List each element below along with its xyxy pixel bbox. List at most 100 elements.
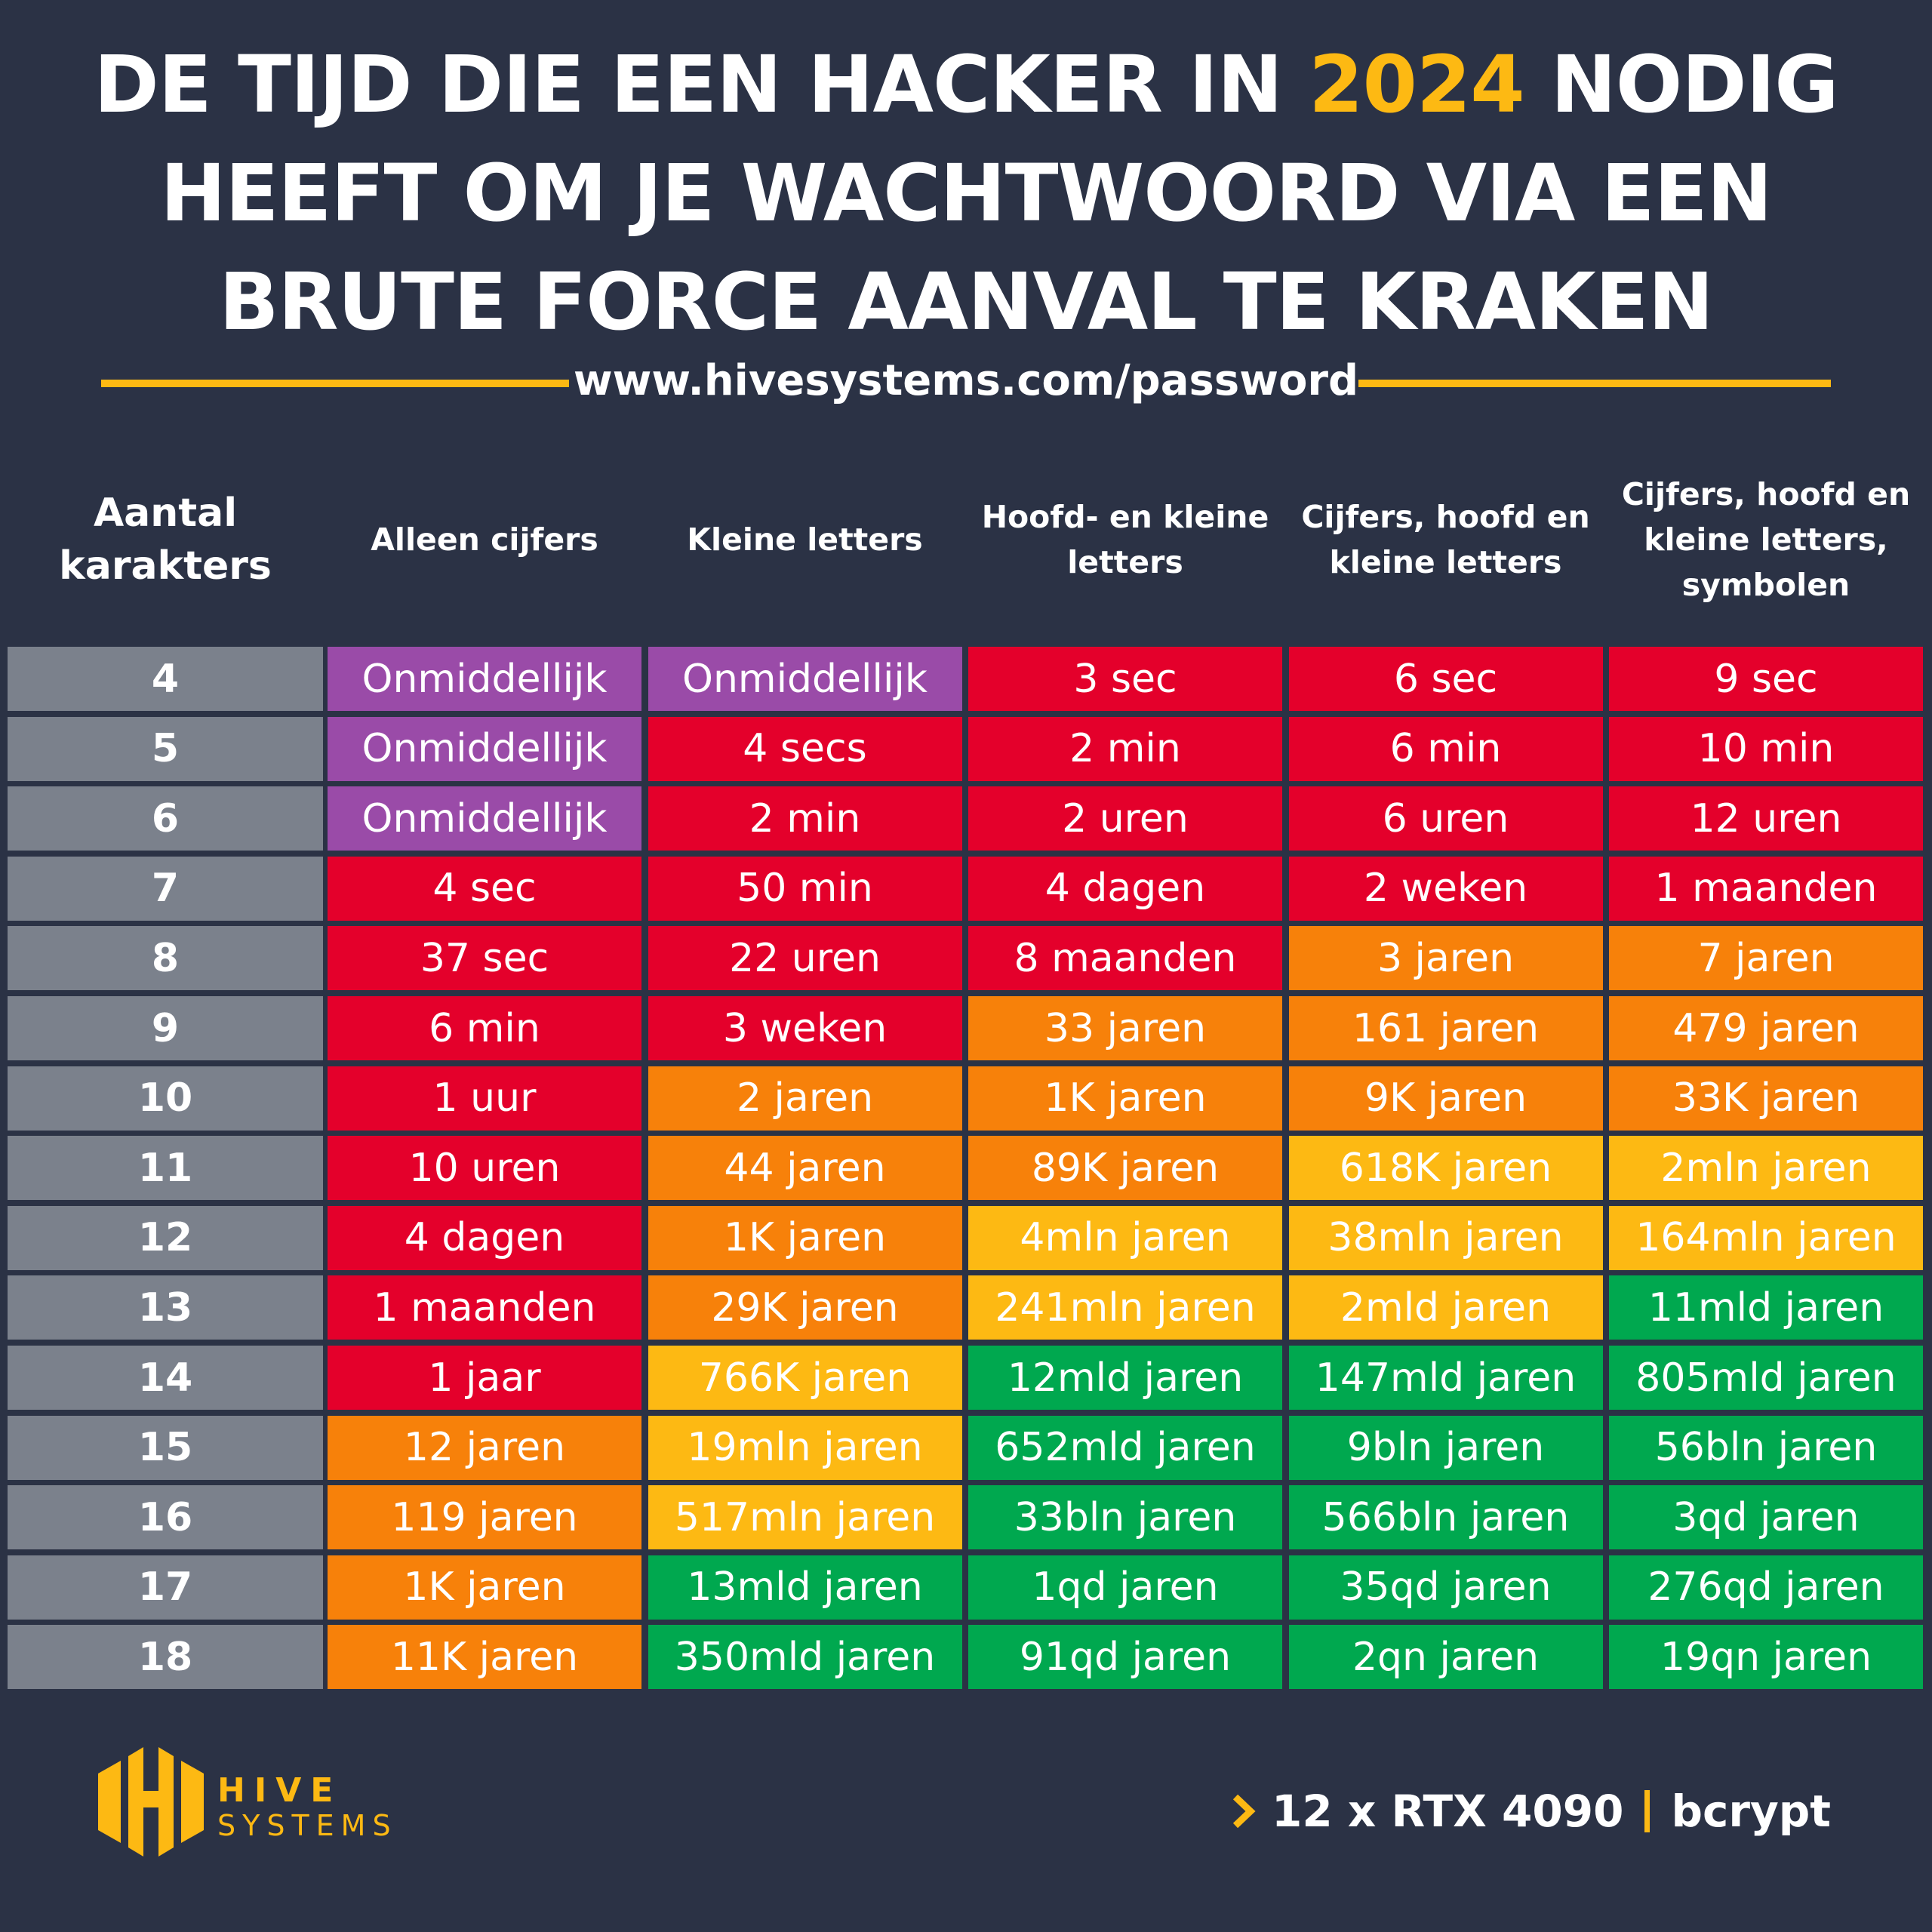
cell: 38mln jaren	[1288, 1205, 1603, 1270]
cell: 6 min	[1288, 716, 1603, 781]
cell: 241mln jaren	[968, 1275, 1282, 1340]
row-label: 14	[8, 1346, 323, 1410]
cell: 566bln jaren	[1288, 1485, 1603, 1550]
row-label: 4	[8, 647, 323, 711]
cell: 9K jaren	[1288, 1066, 1603, 1131]
cell: 1K jaren	[648, 1205, 962, 1270]
cell: Onmiddellijk	[648, 647, 962, 711]
cell: 4 secs	[648, 716, 962, 781]
cell: 1K jaren	[328, 1555, 641, 1620]
rule	[1358, 380, 1831, 387]
cell: 35qd jaren	[1288, 1555, 1603, 1620]
column-header: Alleen cijfers	[371, 521, 598, 558]
cell: 1K jaren	[968, 1066, 1282, 1131]
cell: 11K jaren	[328, 1625, 641, 1690]
cell: 22 uren	[648, 926, 962, 991]
spec: 12 x RTX 4090 bcrypt	[1228, 1785, 1831, 1838]
cell: 10 min	[1609, 716, 1923, 781]
cell: 44 jaren	[648, 1136, 962, 1201]
cell: Onmiddellijk	[328, 647, 641, 711]
cell: 2 jaren	[648, 1066, 962, 1131]
title-part: NODIG HEEFT OM JE WACHTWOORD VIA EEN BRU…	[160, 38, 1838, 348]
cell: 29K jaren	[648, 1275, 962, 1340]
cell: 11mld jaren	[1609, 1275, 1923, 1340]
cell: 89K jaren	[968, 1136, 1282, 1201]
row-label: 11	[8, 1136, 323, 1201]
cell: 3qd jaren	[1609, 1485, 1923, 1550]
column-header: Cijfers, hoofd en kleine letters, symbol…	[1621, 476, 1911, 603]
cell: 4 sec	[328, 856, 641, 921]
cell: 4 dagen	[968, 856, 1282, 921]
cell: 2 min	[968, 716, 1282, 781]
cell: 147mld jaren	[1288, 1346, 1603, 1410]
cell: 3 jaren	[1288, 926, 1603, 991]
logo-icon	[98, 1747, 204, 1857]
url: www.hivesystems.com/password	[0, 356, 1932, 405]
cell: 10 uren	[328, 1136, 641, 1201]
algorithm: bcrypt	[1671, 1786, 1831, 1837]
row-label: 17	[8, 1555, 323, 1620]
cell: 12 jaren	[328, 1415, 641, 1480]
cell: 33bln jaren	[968, 1485, 1282, 1550]
cell: 1 maanden	[328, 1275, 641, 1340]
row-label: 16	[8, 1485, 323, 1550]
cell: Onmiddellijk	[328, 786, 641, 851]
cell: 56bln jaren	[1609, 1415, 1923, 1480]
row-label: 7	[8, 856, 323, 921]
column-header: Hoofd- en kleine letters	[981, 499, 1269, 580]
chevron	[1232, 1794, 1256, 1829]
cell: 2mln jaren	[1609, 1136, 1923, 1201]
cell: 9bln jaren	[1288, 1415, 1603, 1480]
cell: 1qd jaren	[968, 1555, 1282, 1620]
cell: 19qn jaren	[1609, 1625, 1923, 1690]
cell: 2 uren	[968, 786, 1282, 851]
hardware: 12 x RTX 4090	[1271, 1786, 1624, 1837]
title-part: DE TIJD DIE EEN HACKER IN	[94, 38, 1309, 131]
rule	[101, 380, 569, 387]
cell: 4 dagen	[328, 1205, 641, 1270]
row-label: 10	[8, 1066, 323, 1131]
cell: 33 jaren	[968, 996, 1282, 1060]
cell: 33K jaren	[1609, 1066, 1923, 1131]
cell: 91qd jaren	[968, 1625, 1282, 1690]
cell: 7 jaren	[1609, 926, 1923, 991]
row-label: 18	[8, 1625, 323, 1690]
column-header: Kleine letters	[687, 521, 923, 558]
logo-text: HIVE SYSTEMS	[217, 1774, 398, 1843]
cell: 164mln jaren	[1609, 1205, 1923, 1270]
column-header: Aantal karakters	[59, 491, 272, 589]
cell: 1 jaar	[328, 1346, 641, 1410]
cell: 805mld jaren	[1609, 1346, 1923, 1410]
row-label: 9	[8, 996, 323, 1060]
cell: 2 min	[648, 786, 962, 851]
cell: 8 maanden	[968, 926, 1282, 991]
cell: 9 sec	[1609, 647, 1923, 711]
cell: 1 uur	[328, 1066, 641, 1131]
cell: 6 sec	[1288, 647, 1603, 711]
row-label: 6	[8, 786, 323, 851]
url-text: www.hivesystems.com/password	[573, 356, 1359, 405]
cell: 119 jaren	[328, 1485, 641, 1550]
logo-name: HIVE	[217, 1771, 343, 1810]
cell: 6 min	[328, 996, 641, 1060]
cell: 50 min	[648, 856, 962, 921]
cell: 276qd jaren	[1609, 1555, 1923, 1620]
cell: 766K jaren	[648, 1346, 962, 1410]
cell: 6 uren	[1288, 786, 1603, 851]
cell: 517mln jaren	[648, 1485, 962, 1550]
divider	[1644, 1790, 1651, 1832]
cell: 13mld jaren	[648, 1555, 962, 1620]
title: DE TIJD DIE EEN HACKER IN 2024 NODIG HEE…	[83, 30, 1849, 356]
cell: 19mln jaren	[648, 1415, 962, 1480]
cell: 2mld jaren	[1288, 1275, 1603, 1340]
cell: 12 uren	[1609, 786, 1923, 851]
row-label: 12	[8, 1205, 323, 1270]
cell: Onmiddellijk	[328, 716, 641, 781]
logo-sub: SYSTEMS	[217, 1809, 398, 1842]
column-header: Cijfers, hoofd en kleine letters	[1301, 499, 1590, 580]
cell: 618K jaren	[1288, 1136, 1603, 1201]
cell: 479 jaren	[1609, 996, 1923, 1060]
cell: 161 jaren	[1288, 996, 1603, 1060]
cell: 4mln jaren	[968, 1205, 1282, 1270]
